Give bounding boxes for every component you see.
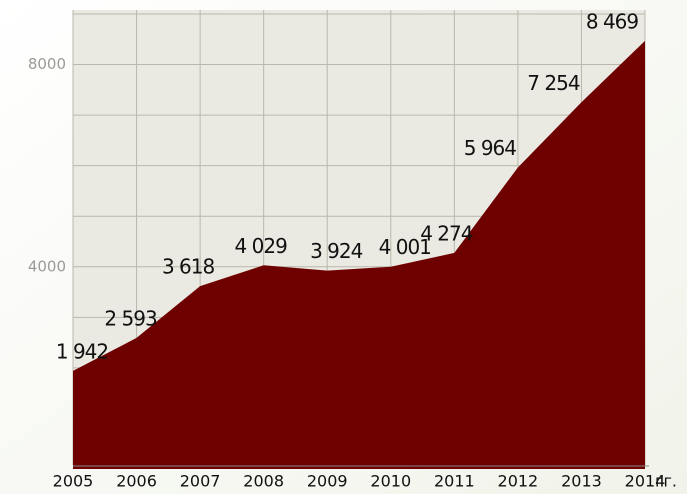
value-label: 5 964 (464, 136, 517, 160)
value-label: 4 001 (379, 235, 431, 259)
value-label: 2 593 (104, 306, 157, 330)
value-label: 7 254 (527, 71, 580, 95)
value-label: 4 274 (420, 221, 473, 245)
value-label: 3 924 (310, 239, 363, 263)
y-tick-label: 4000 (28, 257, 66, 275)
value-label: 4 029 (235, 234, 288, 258)
x-tick-label: 2008 (243, 472, 284, 491)
x-tick-label: 2012 (498, 472, 539, 491)
value-label: 3 618 (162, 255, 215, 279)
x-tick-label: 2009 (307, 472, 348, 491)
x-tick-label: 2005 (53, 472, 94, 491)
x-tick-label: 2006 (116, 472, 157, 491)
area (73, 40, 645, 469)
x-tick-label: 2013 (561, 472, 602, 491)
x-tick-label: 2010 (370, 472, 411, 491)
x-unit: гг. (655, 472, 677, 491)
y-tick-label: 8000 (28, 55, 66, 73)
value-label: 8 469 (586, 9, 639, 33)
x-tick-label: 2011 (434, 472, 475, 491)
x-tick-label: 2007 (180, 472, 221, 491)
value-label: 1 942 (56, 339, 108, 363)
x-tick-label: 2014 (625, 472, 666, 491)
